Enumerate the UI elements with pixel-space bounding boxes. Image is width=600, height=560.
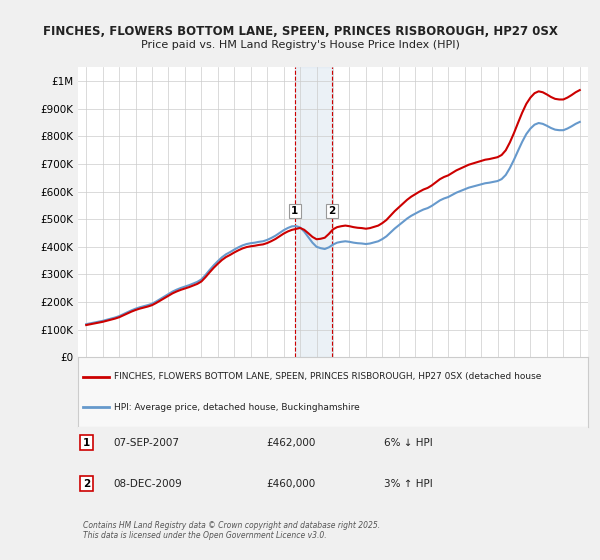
Text: 6% ↓ HPI: 6% ↓ HPI <box>384 437 433 447</box>
Text: 07-SEP-2007: 07-SEP-2007 <box>114 437 180 447</box>
Text: Price paid vs. HM Land Registry's House Price Index (HPI): Price paid vs. HM Land Registry's House … <box>140 40 460 50</box>
Bar <box>295 67 332 357</box>
Text: HPI: Average price, detached house, Buckinghamshire: HPI: Average price, detached house, Buck… <box>114 403 359 412</box>
Text: FINCHES, FLOWERS BOTTOM LANE, SPEEN, PRINCES RISBOROUGH, HP27 0SX (detached hous: FINCHES, FLOWERS BOTTOM LANE, SPEEN, PRI… <box>114 372 541 381</box>
Text: £460,000: £460,000 <box>266 479 316 488</box>
Text: Contains HM Land Registry data © Crown copyright and database right 2025.
This d: Contains HM Land Registry data © Crown c… <box>83 521 380 540</box>
Text: 2: 2 <box>328 207 335 216</box>
Text: 1: 1 <box>83 437 91 447</box>
Text: FINCHES, FLOWERS BOTTOM LANE, SPEEN, PRINCES RISBOROUGH, HP27 0SX: FINCHES, FLOWERS BOTTOM LANE, SPEEN, PRI… <box>43 25 557 38</box>
Text: 08-DEC-2009: 08-DEC-2009 <box>114 479 182 488</box>
Text: 3% ↑ HPI: 3% ↑ HPI <box>384 479 433 488</box>
Text: £462,000: £462,000 <box>266 437 316 447</box>
Text: 2: 2 <box>83 479 91 488</box>
Text: 1: 1 <box>291 206 298 216</box>
